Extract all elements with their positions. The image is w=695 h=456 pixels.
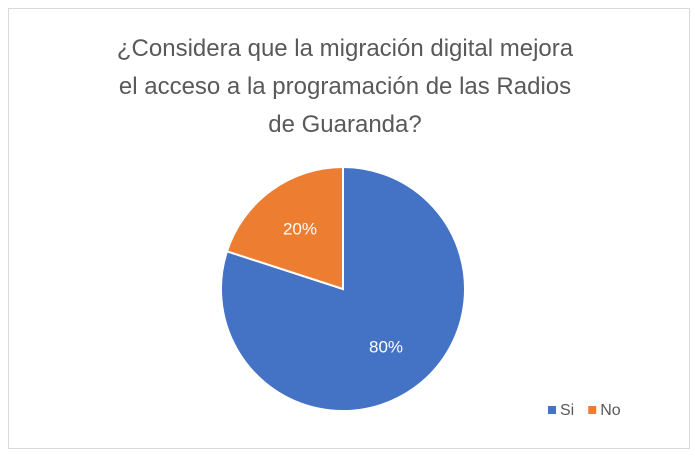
chart-title: ¿Considera que la migración digital mejo… [116,35,574,138]
legend-label: Si [560,402,574,419]
legend-swatch [588,406,597,414]
data-label: 20% [283,219,317,238]
legend-swatch [548,406,556,414]
data-label: 80% [369,338,403,357]
legend-label: No [600,402,621,419]
pie-slice [225,165,344,291]
